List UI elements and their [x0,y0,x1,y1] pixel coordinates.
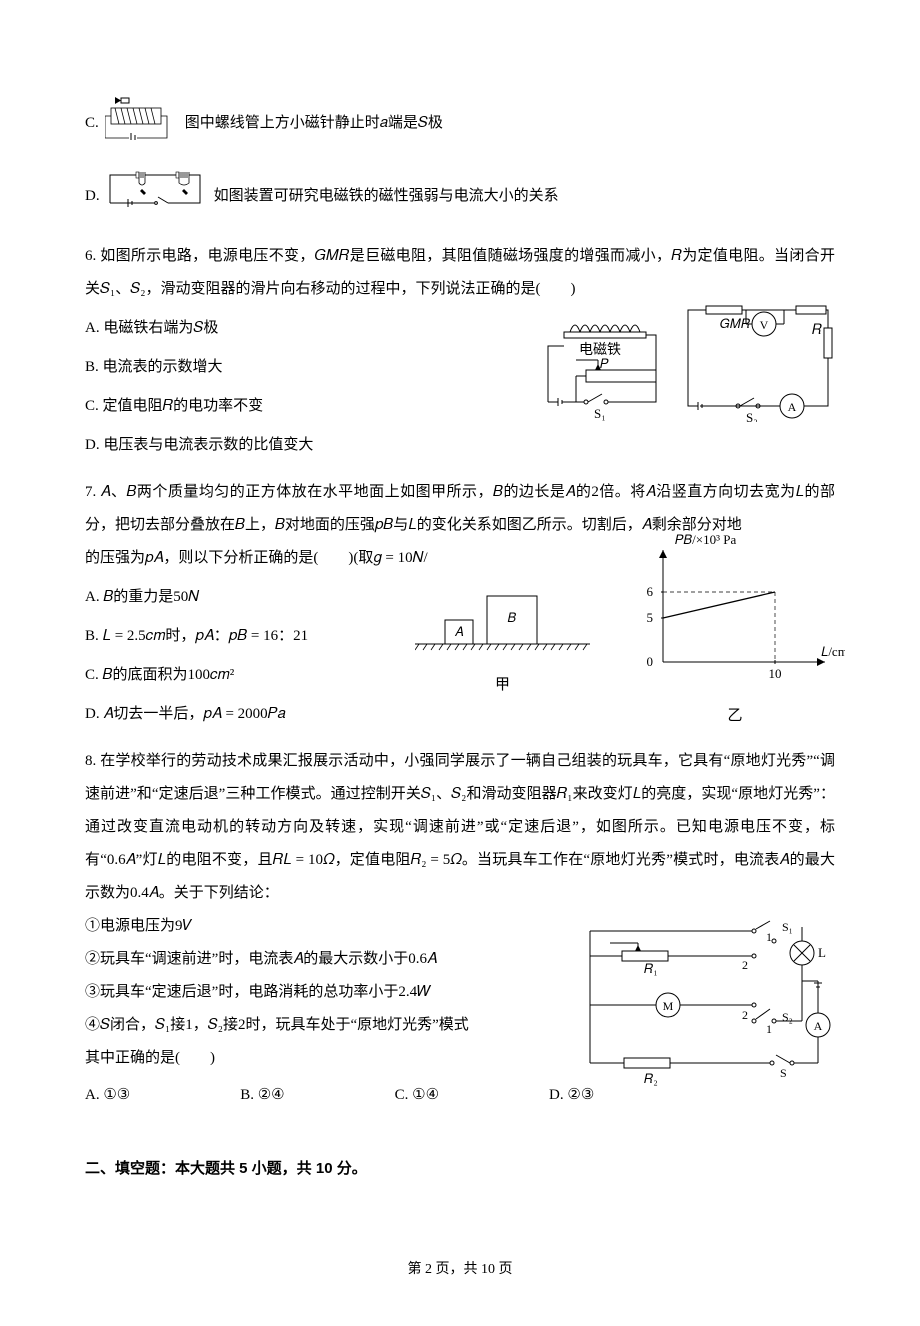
m-label: M [663,999,674,1013]
a-icon: A [788,400,797,414]
s2n1b: 1 [766,1022,772,1036]
b-label: 𝐵 [508,610,517,625]
page-footer: 第 2 页，共 10 页 [85,1255,835,1286]
q5-option-c: C. 图中螺线管上方小磁针静止时𝑎端是𝑆极 [85,94,835,153]
q8-s3: ③玩具车“定速后退”时，电路消耗的总功率小于2.4𝑊 [85,976,525,1009]
q7-stem2: 的压强为𝑝𝐴，则以下分析正确的是( )(取𝑔 = 10𝑁/ [85,542,465,575]
q6-c: C. 定值电阻𝑅的电功率不变 [85,390,505,423]
q5d-figure [106,167,206,226]
q7-fig-jia: 𝐴 𝐵 甲 [415,586,590,702]
r1-label: 𝑅₁ [644,961,658,976]
q8-a: A. ①③ [85,1079,130,1112]
s1n2: 2 [742,958,748,972]
r2-label: 𝑅₂ [644,1071,658,1086]
q7: 7. 𝐴、𝐵两个质量均匀的正方体放在水平地面上如图甲所示，𝐵的边长是𝐴的2倍。将… [85,476,835,731]
q5d-text: 如图装置可研究电磁铁的磁性强弱与电流大小的关系 [214,180,559,213]
q8: 8. 在学校举行的劳动技术成果汇报展示活动中，小强同学展示了一辆自己组装的玩具车… [85,745,835,1112]
p-label: 𝑃 [600,356,609,371]
q8-s4: ④𝑆闭合，𝑆₁接1，𝑆₂接2时，玩具车处于“原地灯光秀”模式 [85,1009,525,1042]
q7-options: A. 𝐵的重力是50𝑁 B. 𝐿 = 2.5𝑐𝑚时，𝑝𝐴：𝑝𝐵 = 16：21 … [85,581,405,731]
q8-tail: 其中正确的是( ) [85,1042,525,1075]
q8-c: C. ①④ [395,1079,439,1112]
q7-a: A. 𝐵的重力是50𝑁 [85,581,405,614]
yi-caption: 乙 [625,700,845,733]
r-label: 𝑅 [812,323,822,338]
ylabel: 𝑃𝐵/×10³ Pa [675,532,736,547]
s1n1: 1 [766,930,772,944]
label-c: C. [85,107,99,140]
q6-stem: 6. 如图所示电路，电源电压不变，𝐺𝑀𝑅是巨磁电阻，其阻值随磁场强度的增强而减小… [85,240,835,306]
q8-s1: ①电源电压为9𝑉 [85,910,525,943]
q6-d: D. 电压表与电流表示数的比值变大 [85,429,505,462]
s2n2: 2 [742,1008,748,1022]
ytick5: 5 [647,610,654,625]
section2-title: 二、填空题：本大题共 5 小题，共 10 分。 [85,1152,835,1185]
q6-a: A. 电磁铁右端为𝑆极 [85,312,505,345]
q8-figure: 1 S₁ 𝑅₁ 2 L M [570,913,835,1106]
v-icon: V [760,318,769,332]
jia-caption: 甲 [415,669,590,702]
q7-fig-yi: 𝑃𝐵/×10³ Pa 6 5 0 10 𝐿/cm 乙 [625,532,845,733]
s2-label: S₂ [782,1010,793,1024]
q8-s2: ②玩具车“调速前进”时，电流表𝐴的最大示数小于0.6𝐴 [85,943,525,976]
s1-label: S₁ [594,406,606,421]
a-label: A [814,1019,823,1033]
q5-options: C. 图中螺线管上方小磁针静止时𝑎端是𝑆极 D. [85,94,835,226]
q8-b: B. ②④ [240,1079,284,1112]
l-label: L [818,945,826,960]
q8-stem: 8. 在学校举行的劳动技术成果汇报展示活动中，小强同学展示了一辆自己组装的玩具车… [85,745,835,910]
q5c-text: 图中螺线管上方小磁针静止时𝑎端是𝑆极 [185,107,443,140]
label-d: D. [85,180,100,213]
q7-b: B. 𝐿 = 2.5𝑐𝑚时，𝑝𝐴：𝑝𝐵 = 16：21 [85,620,405,653]
s-label: S [780,1066,787,1080]
q6-figure: 电磁铁 𝑃 S₁ [540,302,835,435]
s2-label: S₂ [746,410,758,422]
a-label: 𝐴 [455,624,464,639]
q7-c: C. 𝐵的底面积为100𝑐𝑚² [85,659,405,692]
q5-option-d: D. 如图装置可研究电磁铁的磁性强弱与电流大小的关系 [85,167,835,226]
q6-b: B. 电流表的示数增大 [85,351,505,384]
xtick10: 10 [769,666,782,681]
xlabel: 𝐿/cm [821,644,845,659]
q5c-figure [105,94,177,153]
s1-label: S₁ [782,920,793,934]
origin: 0 [647,654,654,669]
q6-options: A. 电磁铁右端为𝑆极 B. 电流表的示数增大 C. 定值电阻𝑅的电功率不变 D… [85,312,505,462]
ytick6: 6 [647,584,654,599]
q8-statements: ①电源电压为9𝑉 ②玩具车“调速前进”时，电流表𝐴的最大示数小于0.6𝐴 ③玩具… [85,910,525,1075]
q6: 6. 如图所示电路，电源电压不变，𝐺𝑀𝑅是巨磁电阻，其阻值随磁场强度的增强而减小… [85,240,835,462]
q7-d: D. 𝐴切去一半后，𝑝𝐴 = 2000𝑃𝑎 [85,698,405,731]
